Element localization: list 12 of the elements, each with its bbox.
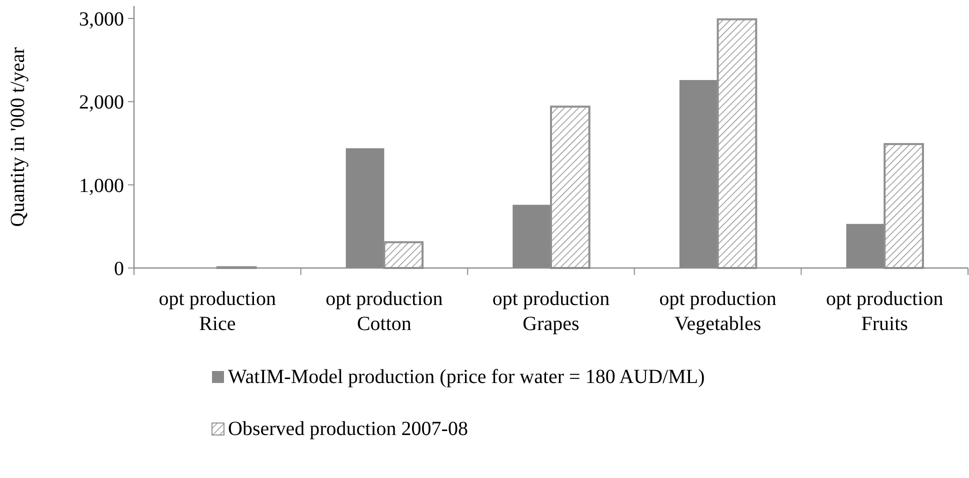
x-tick-label: opt production Rice xyxy=(158,288,276,335)
y-axis-title: Quantity in '000 t/year xyxy=(7,46,29,227)
x-tick-label: opt production Grapes xyxy=(492,288,610,335)
x-tick-label: opt production Fruits xyxy=(826,288,944,335)
y-tick-label: 3,000 xyxy=(79,8,124,30)
y-tick-label: 2,000 xyxy=(79,92,124,114)
x-tick-label: opt production Vegetables xyxy=(659,288,776,335)
legend-label: WatIM-Model production (price for water = 180 AUD/ML) xyxy=(228,366,705,388)
y-tick-label: 0 xyxy=(114,258,124,280)
y-tick-label: 1,000 xyxy=(79,174,124,197)
x-tick-label: opt production Cotton xyxy=(326,288,443,335)
legend-label: Observed production 2007-08 xyxy=(228,418,468,440)
